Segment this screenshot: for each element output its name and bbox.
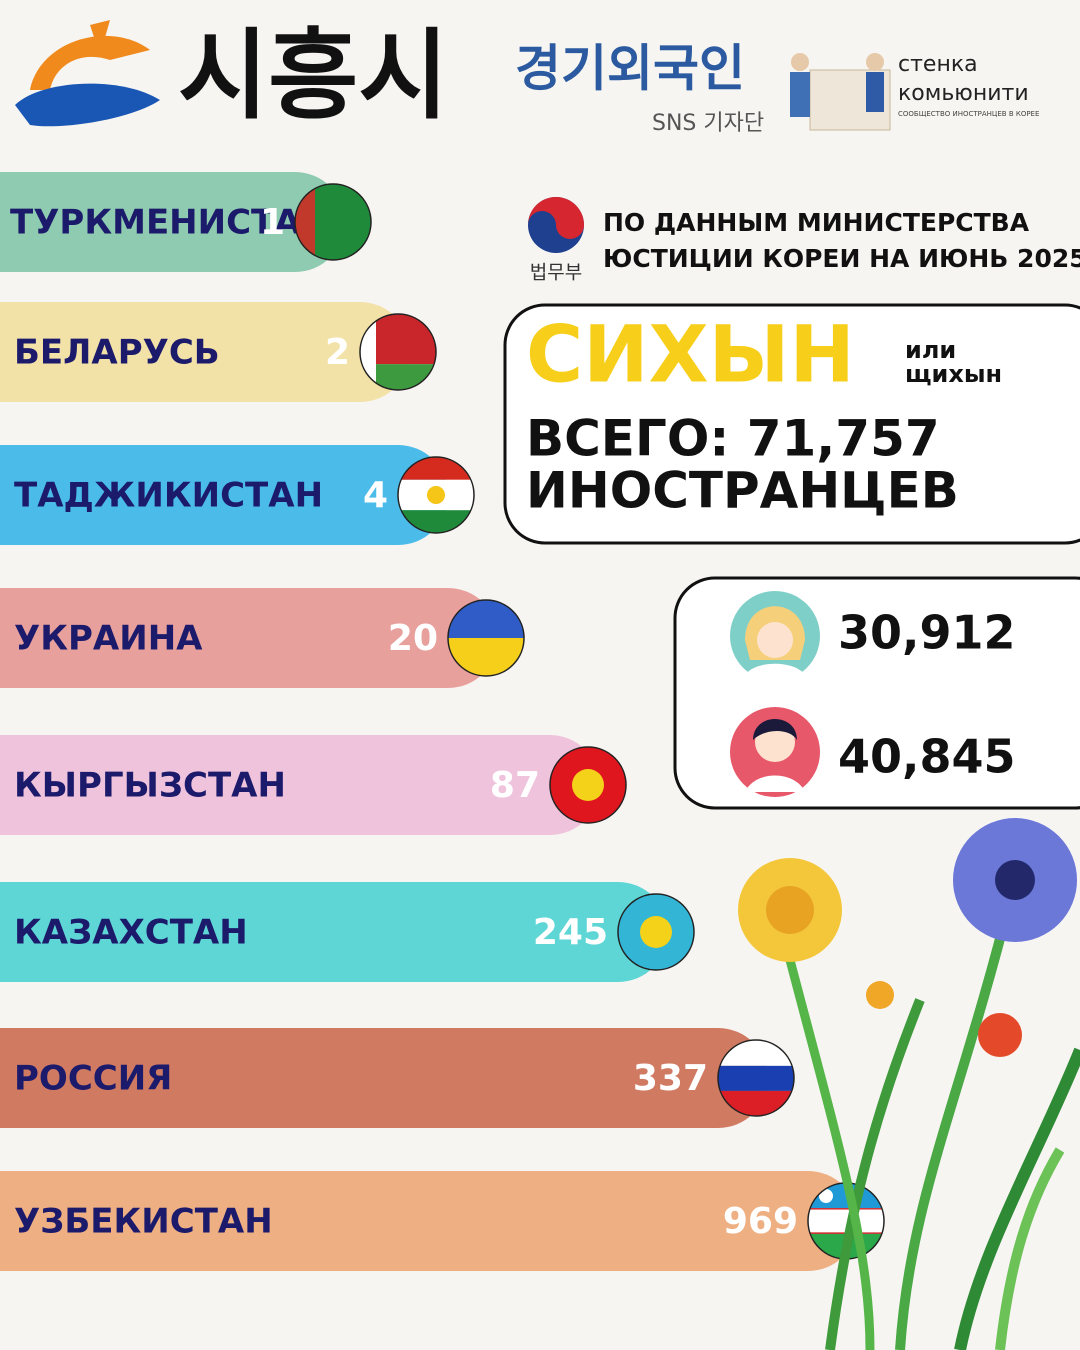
country-name: УКРАИНА <box>14 619 203 659</box>
community-sub: СООБЩЕСТВО ИНОСТРАНЦЕВ В КОРЕЕ <box>898 110 1039 118</box>
flag-outline <box>717 1039 795 1117</box>
city-name: 시흥시 <box>178 19 448 133</box>
country-name: КЫРГЫЗСТАН <box>14 766 286 806</box>
partner-sub: SNS 기자단 <box>652 111 764 136</box>
flag-outline <box>359 313 437 391</box>
summary-total: ВСЕГО: 71,757 <box>526 410 940 468</box>
summary-total: ИНОСТРАНЦЕВ <box>526 462 959 520</box>
country-count: 1 <box>260 202 285 243</box>
flag-stripe <box>718 1065 794 1091</box>
country-name: РОССИЯ <box>14 1059 172 1099</box>
flag-outline <box>617 893 695 971</box>
flag-outline <box>549 746 627 824</box>
community-line: комьюнити <box>898 81 1029 106</box>
country-bar <box>0 172 345 272</box>
community-line: стенка <box>898 52 978 77</box>
country-count: 245 <box>533 912 608 953</box>
country-bar <box>0 1171 858 1271</box>
country-bar <box>0 735 600 835</box>
flag <box>618 894 694 970</box>
country-name: ТАДЖИКИСТАН <box>14 476 323 516</box>
country-bar <box>0 1028 768 1128</box>
country-count: 4 <box>363 475 388 516</box>
source-line: ЮСТИЦИИ КОРЕИ НА ИЮНЬ 2025 <box>603 244 1080 273</box>
flag-stripe <box>808 1209 884 1233</box>
country-name: БЕЛАРУСЬ <box>14 333 220 373</box>
flag-outline <box>294 183 372 261</box>
country-bar <box>0 302 410 402</box>
city-logo <box>15 20 160 127</box>
flag-outline <box>447 599 525 677</box>
male-count: 40,845 <box>838 730 1016 784</box>
summary-box <box>503 303 1080 545</box>
female-icon <box>730 591 820 681</box>
flag-emblem <box>819 1189 833 1203</box>
flag-stripe <box>808 1208 884 1210</box>
country-bar <box>0 588 498 688</box>
flag <box>550 747 626 823</box>
country-count: 337 <box>633 1058 708 1099</box>
flag-emblem <box>640 916 672 948</box>
summary-city: СИХЫН <box>526 310 855 400</box>
country-name: ТУРКМЕНИСТАН <box>10 203 329 243</box>
flowers <box>738 818 1080 1350</box>
partner-name: 경기외국인 <box>515 40 745 98</box>
source-line: ПО ДАННЫМ МИНИСТЕРСТВА <box>603 208 1030 237</box>
male-icon <box>730 707 820 797</box>
country-name: КАЗАХСТАН <box>14 913 248 953</box>
summary-alt: или <box>905 336 956 364</box>
country-name: УЗБЕКИСТАН <box>14 1202 273 1242</box>
country-bar <box>0 882 668 982</box>
country-count: 969 <box>723 1201 798 1242</box>
ministry-name: 법무부 <box>530 262 582 284</box>
female-count: 30,912 <box>838 606 1016 660</box>
country-count: 2 <box>325 332 350 373</box>
flag-emblem <box>572 769 604 801</box>
country-bar <box>0 445 448 545</box>
flag-outline <box>397 456 475 534</box>
flag-emblem <box>427 486 445 504</box>
country-count: 87 <box>490 765 540 806</box>
summary-alt: щихын <box>905 360 1002 388</box>
ministry-emblem <box>528 197 584 253</box>
community-illustration <box>790 53 891 131</box>
country-count: 20 <box>388 618 438 659</box>
